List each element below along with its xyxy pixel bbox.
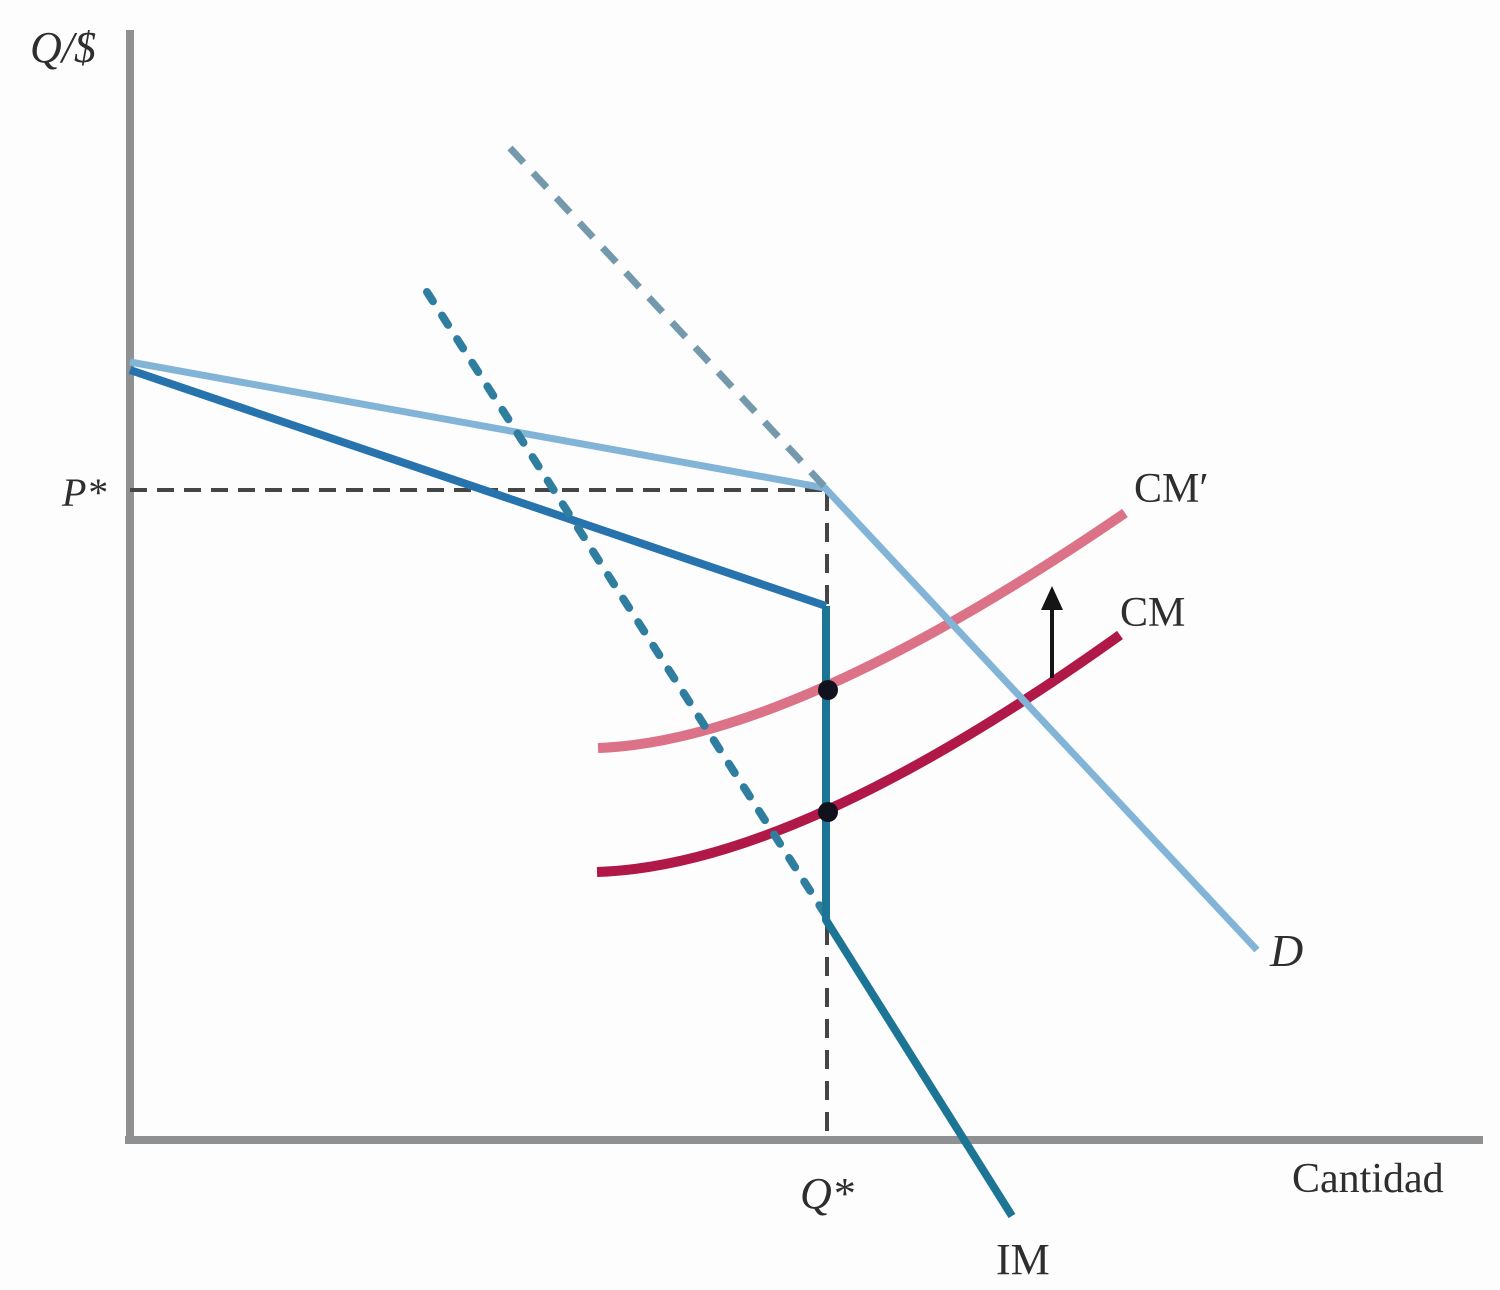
cm-prime-curve bbox=[597, 508, 1128, 753]
mr-gap-and-lower-segment bbox=[822, 606, 1016, 1219]
mr-upper-segment bbox=[128, 366, 828, 610]
demand-extension-dashed bbox=[507, 145, 827, 489]
cm-label: CM bbox=[1120, 590, 1185, 636]
y-axis-label: Q/$ bbox=[30, 23, 96, 72]
p-star-label: P* bbox=[61, 470, 106, 515]
mr-extension-dashed bbox=[423, 288, 829, 918]
cm-prime-intersection-dot bbox=[818, 680, 838, 700]
demand-curve bbox=[129, 358, 1260, 953]
demand-label: D bbox=[1269, 925, 1303, 976]
im-label: IM bbox=[996, 1235, 1050, 1284]
q-star-label: Q* bbox=[800, 1169, 854, 1218]
cm-prime-label: CM′ bbox=[1134, 466, 1209, 512]
cm-intersection-dot bbox=[818, 802, 838, 822]
cm-shift-arrow-head bbox=[1041, 586, 1063, 610]
x-axis-label: Cantidad bbox=[1292, 1156, 1444, 1202]
